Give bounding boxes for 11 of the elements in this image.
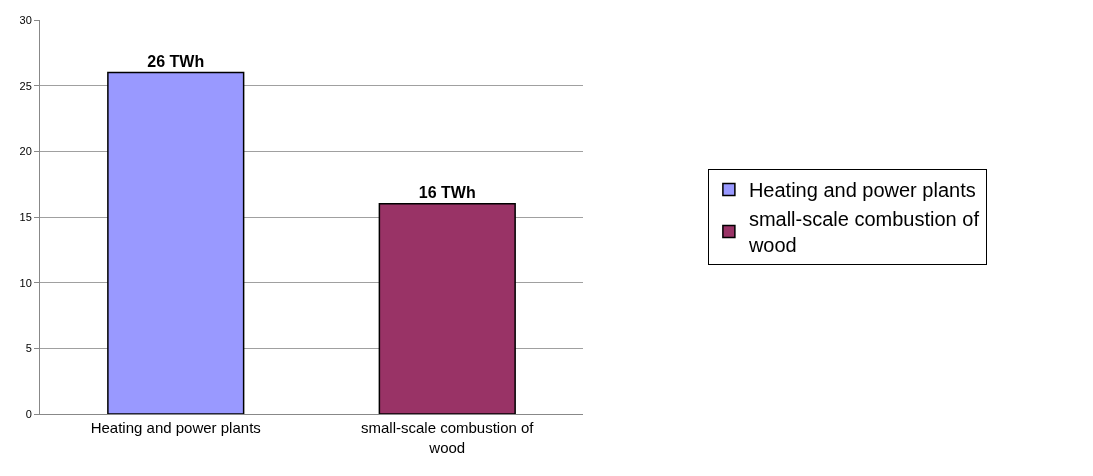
y-tick-label: 10 [19,276,32,289]
y-tick-label: 15 [19,210,32,223]
y-tick-label: 0 [25,407,32,420]
y-tick-label: 5 [25,342,32,355]
data-label: 26 TWh [147,52,205,70]
data-label: 16 TWh [418,183,476,201]
y-tick-label: 30 [19,13,32,26]
legend-label: small-scale combustion of wood [747,208,980,257]
y-tick-label: 25 [19,79,32,92]
legend-label: Heating and power plants [748,179,976,202]
y-tick-label: 20 [19,145,32,158]
